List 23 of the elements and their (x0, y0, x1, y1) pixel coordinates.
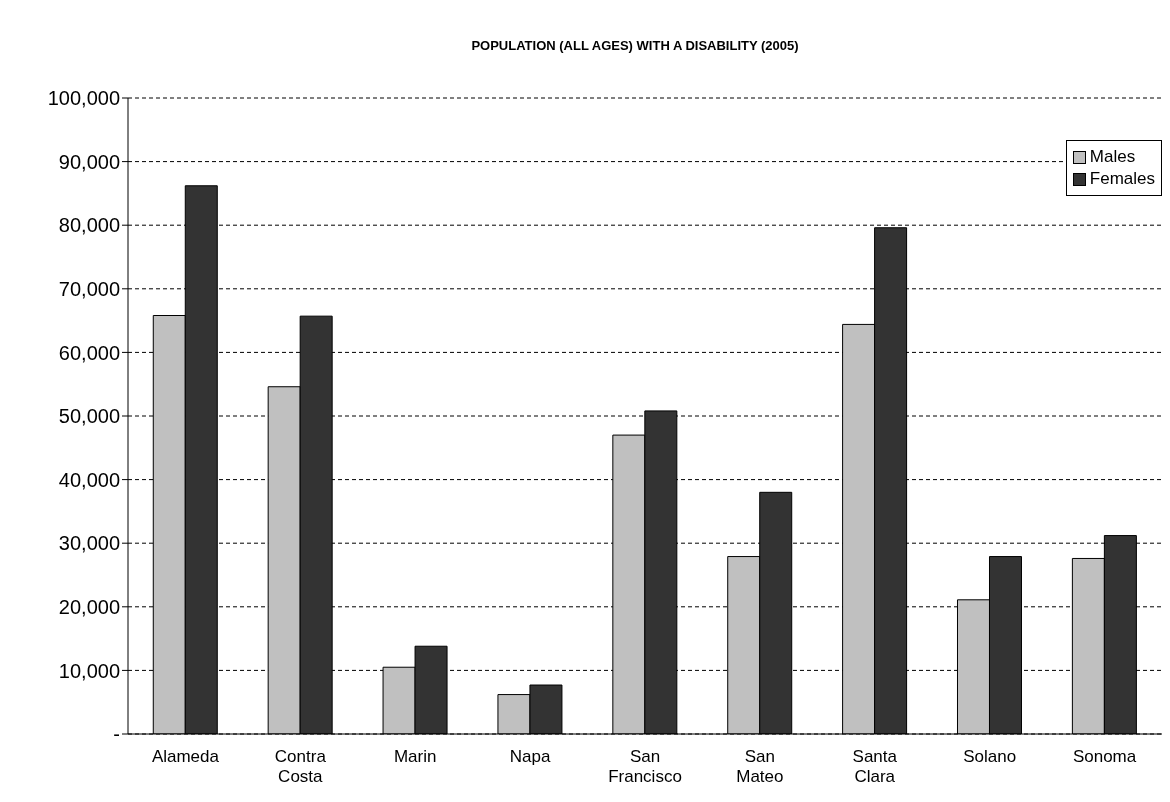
x-tick-label: Santa Clara (852, 747, 898, 786)
legend-label: Males (1089, 147, 1136, 167)
y-tick-label: 20,000 (58, 595, 120, 618)
y-tick-label: - (113, 723, 120, 746)
x-tick-label: Alameda (151, 747, 220, 766)
y-tick-label: 30,000 (58, 532, 120, 555)
y-tick-label: 100,000 (47, 87, 120, 110)
x-tick-label: Sonoma (1072, 747, 1137, 766)
y-tick-label: 60,000 (58, 341, 120, 364)
y-tick-label: 70,000 (58, 277, 120, 300)
x-tick-label: Napa (509, 747, 551, 766)
y-tick-label: 80,000 (58, 214, 120, 237)
y-tick-label: 40,000 (58, 468, 120, 491)
x-tick-label: Solano (963, 747, 1017, 766)
x-tick-label: Contra Costa (274, 747, 327, 786)
y-tick-label: 10,000 (58, 659, 120, 682)
x-tick-label: San Francisco (608, 747, 682, 786)
legend-label: Females (1089, 169, 1155, 189)
y-tick-label: 90,000 (58, 150, 120, 173)
chart-title: POPULATION (ALL AGES) WITH A DISABILITY (2005) (470, 37, 800, 55)
x-tick-label: San Mateo (736, 747, 784, 786)
y-tick-label: 50,000 (58, 405, 120, 428)
x-tick-label: Marin (393, 747, 437, 766)
